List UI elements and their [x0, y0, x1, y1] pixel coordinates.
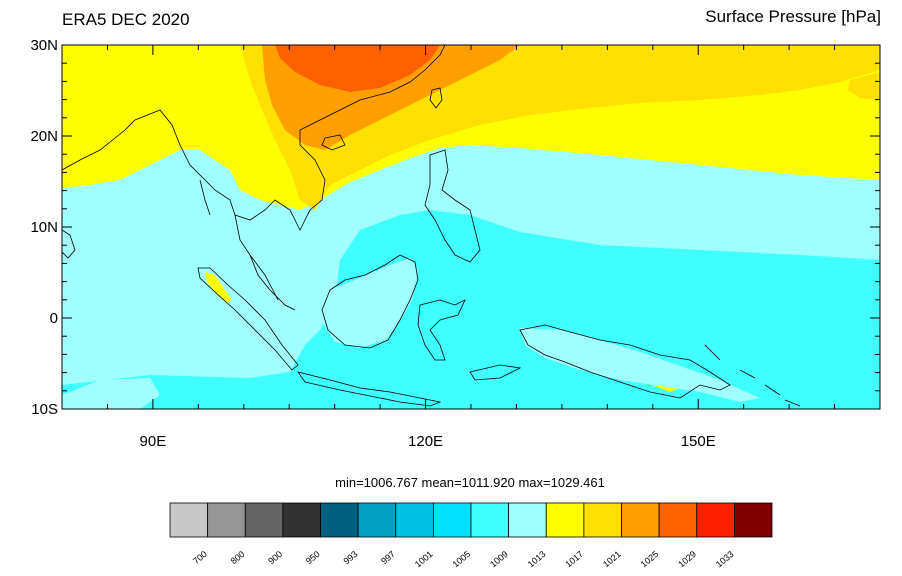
colorbar-label: 800 [229, 549, 247, 566]
colorbar-swatch [696, 502, 735, 538]
coast-java [297, 371, 442, 407]
coast-philippines [424, 149, 481, 263]
axis-ticks [61, 44, 881, 410]
lat-label: 10N [30, 219, 58, 236]
land-borneo [322, 258, 418, 348]
land-newguinea [520, 328, 760, 402]
coast-taiwan [429, 87, 443, 109]
colorbar-swatch [244, 502, 284, 538]
pressure-field [62, 45, 880, 409]
coast-newguinea [519, 324, 731, 399]
colorbar-label: 1021 [601, 549, 623, 570]
coast-borneo [321, 254, 419, 349]
colorbar-swatch [320, 502, 359, 538]
colorbar-label: 1033 [714, 549, 736, 570]
colorbar-swatch [282, 502, 321, 538]
colorbar-label: 700 [191, 549, 209, 566]
coast-islands-east [704, 344, 801, 407]
map-title: ERA5 DEC 2020 [62, 10, 190, 29]
colorbar-swatch [733, 502, 773, 538]
coast-malay [249, 254, 296, 311]
lat-label: 0 [50, 310, 58, 327]
colorbar-label: 1029 [676, 549, 698, 570]
latitude-labels: 30N 20N 10N 0 10S [30, 37, 58, 418]
coast-hainan [321, 134, 346, 151]
colorbar-labels: 700 800 900 950 993 997 1001 1005 1009 1013 1017 10… [191, 549, 736, 570]
colorbar-label: 993 [341, 549, 359, 566]
variable-title: Surface Pressure [hPa] [705, 7, 881, 26]
field-band-1021-east [848, 72, 880, 100]
colorbar-label: 950 [304, 549, 322, 566]
lon-label: 150E [681, 433, 716, 450]
colorbar-swatch [470, 502, 510, 538]
longitude-labels: 90E 120E 150E [140, 433, 716, 450]
coast-srilanka [62, 229, 76, 259]
colorbar-swatch [432, 502, 472, 538]
colorbar-swatch [583, 502, 622, 538]
colorbar-swatch [545, 502, 585, 538]
colorbar [169, 502, 773, 538]
coastlines [62, 45, 801, 407]
colorbar-swatch [658, 502, 698, 538]
colorbar-label: 1025 [639, 549, 661, 570]
lat-label: 20N [30, 128, 58, 145]
colorbar-swatch [357, 502, 397, 538]
colorbar-label: 900 [266, 549, 284, 566]
colorbar-label: 1017 [563, 549, 585, 570]
terrain-high-sumatra [205, 272, 232, 303]
coast-andaman [199, 179, 211, 216]
colorbar-label: 1005 [451, 549, 473, 570]
colorbar-swatch [395, 502, 434, 538]
colorbar-swatch [508, 502, 547, 538]
lon-label: 120E [408, 433, 443, 450]
colorbar-swatch [207, 502, 246, 538]
coast-india [62, 45, 446, 231]
lat-label: 30N [30, 37, 58, 54]
colorbar-label: 1001 [413, 549, 435, 570]
lon-label: 90E [140, 433, 167, 450]
field-band-1013-south [62, 378, 160, 409]
coast-sulawesi [417, 299, 466, 361]
colorbar-label: 1009 [488, 549, 510, 570]
colorbar-label: 1013 [526, 549, 548, 570]
coast-timor [469, 364, 522, 381]
field-band-1029 [275, 45, 440, 92]
colorbar-label: 997 [379, 549, 397, 566]
colorbar-swatch [621, 502, 660, 538]
statistics-line: min=1006.767 mean=1011.920 max=1029.461 [335, 475, 605, 490]
colorbar-swatch [169, 502, 209, 538]
coast-sumatra [197, 267, 299, 371]
lat-label: 10S [31, 401, 58, 418]
